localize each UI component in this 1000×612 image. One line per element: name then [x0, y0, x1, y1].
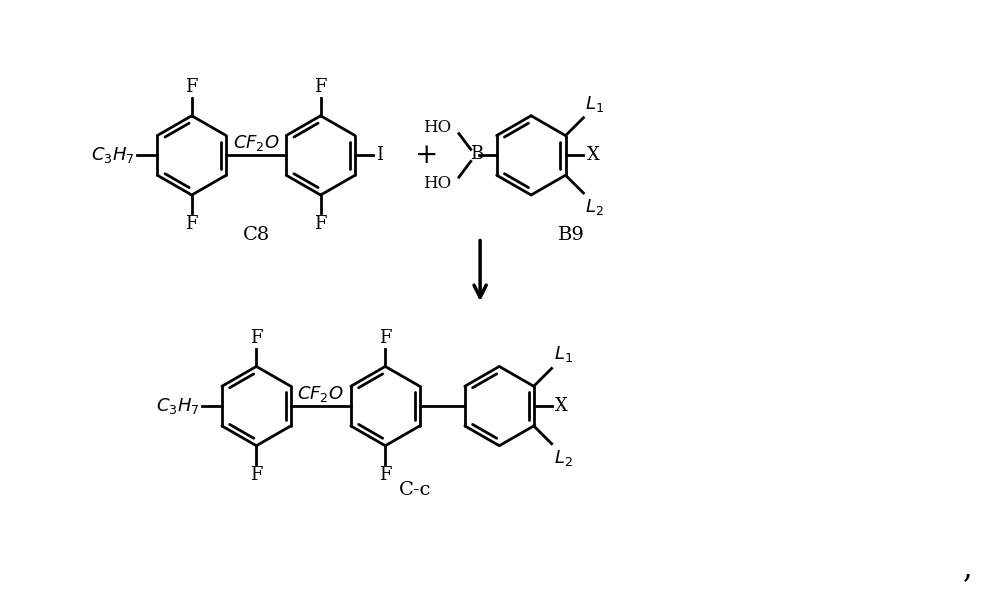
- Text: F: F: [185, 215, 198, 233]
- Text: I: I: [376, 146, 383, 165]
- Text: HO: HO: [423, 174, 451, 192]
- Text: $L_2$: $L_2$: [585, 197, 604, 217]
- Text: F: F: [314, 78, 327, 96]
- Text: $L_1$: $L_1$: [585, 94, 604, 114]
- Text: ,: ,: [963, 553, 972, 584]
- Text: HO: HO: [423, 119, 451, 136]
- Text: F: F: [185, 78, 198, 96]
- Text: C-c: C-c: [399, 481, 431, 499]
- Text: X: X: [586, 146, 599, 165]
- Text: $CF_2O$: $CF_2O$: [297, 384, 344, 404]
- Text: F: F: [250, 466, 263, 483]
- Text: $L_2$: $L_2$: [554, 448, 572, 468]
- Text: X: X: [555, 397, 567, 415]
- Text: F: F: [379, 466, 392, 483]
- Text: +: +: [415, 142, 438, 169]
- Text: $CF_2O$: $CF_2O$: [233, 133, 280, 154]
- Text: C8: C8: [243, 226, 270, 244]
- Text: $C_3H_7$: $C_3H_7$: [91, 146, 134, 165]
- Text: F: F: [250, 329, 263, 346]
- Text: F: F: [379, 329, 392, 346]
- Text: $C_3H_7$: $C_3H_7$: [156, 396, 199, 416]
- Text: B: B: [470, 146, 483, 163]
- Text: F: F: [314, 215, 327, 233]
- Text: $L_1$: $L_1$: [554, 345, 573, 365]
- Text: B9: B9: [557, 226, 584, 244]
